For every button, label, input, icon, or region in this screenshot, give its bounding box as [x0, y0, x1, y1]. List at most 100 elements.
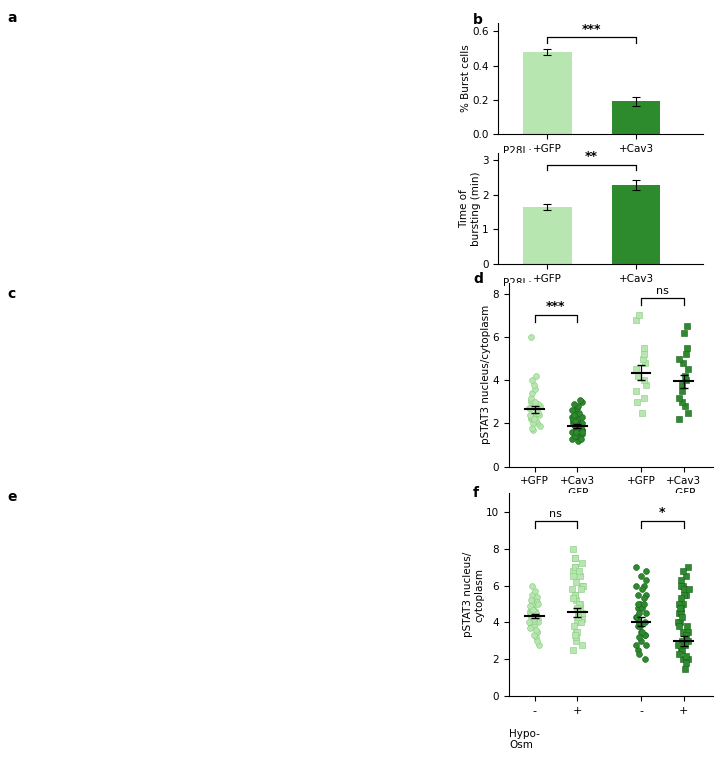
Point — [635, 570, 647, 582]
Point — [675, 601, 687, 614]
Text: b: b — [473, 13, 483, 27]
Point — [576, 607, 588, 620]
Point — [571, 601, 582, 614]
Point — [576, 424, 588, 436]
Point — [683, 626, 694, 638]
Point — [571, 413, 583, 425]
Point — [527, 609, 538, 621]
Point — [682, 406, 693, 418]
Text: ns: ns — [656, 286, 669, 296]
Text: ***: *** — [582, 23, 602, 36]
Point — [533, 617, 544, 629]
Point — [569, 415, 581, 428]
Point — [567, 415, 579, 428]
Point — [680, 374, 692, 386]
Text: IL6 (15 min): IL6 (15 min) — [631, 558, 694, 568]
Point — [630, 639, 642, 651]
Point — [527, 387, 538, 399]
Point — [570, 594, 581, 607]
Point — [569, 561, 581, 573]
Point — [673, 617, 684, 629]
Point — [639, 356, 650, 369]
Point — [569, 552, 581, 564]
Point — [571, 415, 582, 428]
Point — [640, 574, 651, 586]
Point — [573, 422, 584, 434]
Point — [567, 644, 579, 656]
Point — [528, 418, 539, 430]
Point — [571, 631, 582, 643]
Point — [638, 592, 650, 604]
Point — [568, 570, 579, 582]
Point — [681, 620, 693, 632]
Point — [567, 592, 579, 604]
Point — [569, 589, 581, 601]
Point — [630, 561, 642, 573]
Point — [533, 639, 545, 651]
Text: ns: ns — [549, 509, 562, 519]
Point — [570, 635, 581, 647]
Point — [576, 558, 587, 570]
Point — [574, 406, 585, 418]
Point — [681, 320, 693, 332]
Point — [524, 600, 536, 612]
Point — [528, 424, 539, 436]
Point — [528, 594, 539, 607]
Point — [526, 374, 538, 386]
Point — [531, 418, 543, 430]
Point — [567, 542, 579, 555]
Point — [528, 629, 540, 641]
Point — [678, 356, 689, 369]
Point — [528, 613, 540, 625]
Point — [640, 589, 652, 601]
Point — [528, 604, 539, 616]
Point — [634, 309, 645, 321]
Point — [569, 589, 581, 601]
Point — [573, 430, 584, 442]
Point — [673, 607, 685, 620]
Point — [576, 418, 588, 430]
Point — [523, 402, 535, 415]
Point — [523, 617, 535, 629]
Point — [640, 639, 652, 651]
Point — [526, 601, 538, 614]
Point — [675, 579, 687, 591]
Point — [568, 428, 579, 441]
Bar — [612, 102, 660, 134]
Y-axis label: pSTAT3 nucleus/
cytoplasm: pSTAT3 nucleus/ cytoplasm — [463, 552, 485, 637]
Point — [572, 610, 584, 623]
Point — [526, 598, 538, 610]
Point — [680, 629, 692, 641]
Point — [528, 413, 540, 425]
Point — [530, 415, 541, 428]
Point — [576, 396, 588, 408]
Point — [571, 576, 582, 588]
Point — [569, 620, 580, 632]
Point — [576, 426, 587, 438]
Point — [674, 601, 685, 614]
Point — [525, 594, 536, 607]
Point — [524, 605, 536, 617]
Point — [526, 610, 537, 623]
Point — [570, 424, 581, 436]
Point — [566, 426, 578, 438]
Point — [635, 635, 647, 647]
Text: e: e — [7, 490, 16, 503]
Point — [630, 363, 641, 376]
Point — [682, 363, 693, 376]
Point — [576, 411, 587, 423]
Point — [569, 629, 581, 641]
Point — [673, 648, 685, 660]
Point — [525, 331, 536, 343]
Point — [632, 589, 644, 601]
Point — [637, 353, 649, 365]
Point — [576, 428, 588, 441]
Point — [630, 579, 642, 591]
Point — [678, 327, 690, 339]
Point — [641, 379, 652, 391]
Point — [638, 342, 650, 354]
Point — [531, 623, 542, 636]
Point — [678, 653, 689, 666]
Point — [576, 617, 587, 629]
Point — [674, 413, 685, 425]
